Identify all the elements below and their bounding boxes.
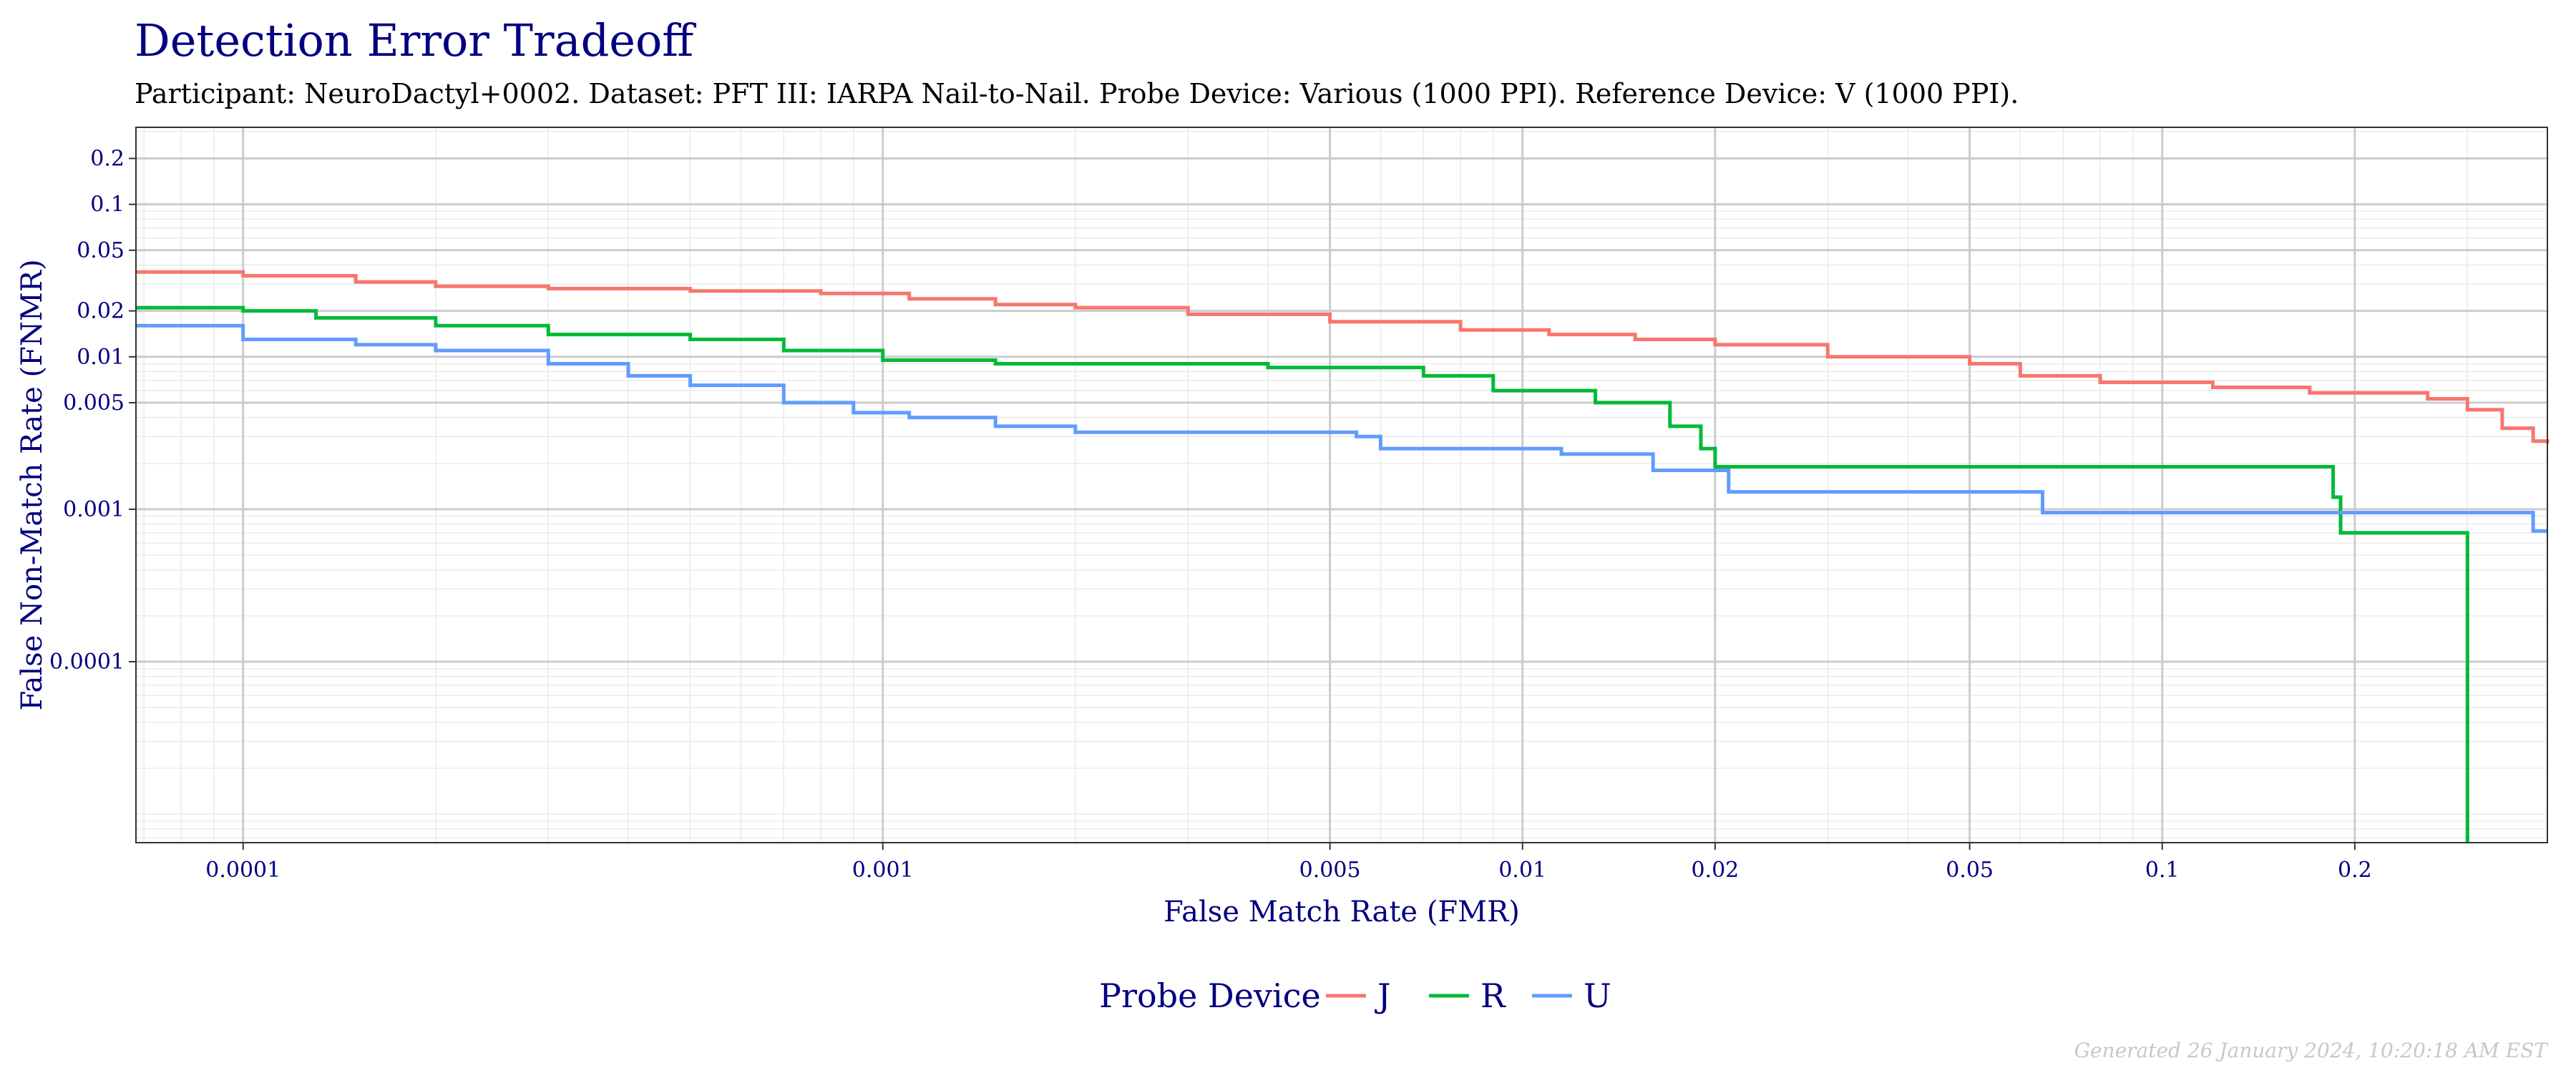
x-tick-label: 0.1 <box>2145 858 2180 883</box>
y-tick-label: 0.005 <box>63 391 125 416</box>
series-lines <box>136 270 2550 843</box>
legend-title: Probe Device <box>1099 976 1321 1015</box>
legend-label-r: R <box>1480 976 1506 1015</box>
y-tick-label: 0.02 <box>77 299 125 324</box>
x-tick-label: 0.01 <box>1498 858 1546 883</box>
y-axis-label: False Non-Match Rate (FNMR) <box>16 259 49 710</box>
x-tick-label: 0.05 <box>1946 858 1994 883</box>
x-tick-label: 0.001 <box>852 858 914 883</box>
y-tick-label: 0.01 <box>77 345 125 370</box>
minor-gridlines <box>136 127 2548 843</box>
y-tick-label: 0.05 <box>77 238 125 263</box>
plot-panel-border <box>135 127 2548 843</box>
legend-label-j: J <box>1375 976 1390 1015</box>
y-tick-label: 0.1 <box>90 192 125 217</box>
y-axis-ticks: 0.0001 0.001 0.005 0.01 0.02 0.05 0.1 0.2 <box>49 147 136 675</box>
x-tick-label: 0.005 <box>1299 858 1361 883</box>
y-tick-label: 0.2 <box>90 147 125 172</box>
x-tick-label: 0.0001 <box>205 858 280 883</box>
series-line-j <box>136 270 2550 444</box>
chart-title: Detection Error Tradeoff <box>135 14 696 67</box>
legend: Probe Device J R U <box>1099 976 1611 1015</box>
legend-label-u: U <box>1584 976 1611 1015</box>
series-line-r <box>136 305 2469 843</box>
x-tick-label: 0.2 <box>2338 858 2372 883</box>
major-gridlines <box>136 127 2547 843</box>
x-axis-ticks: 0.0001 0.001 0.005 0.01 0.02 0.05 0.1 0.2 <box>205 843 2372 883</box>
y-tick-label: 0.001 <box>63 497 125 522</box>
x-axis-label: False Match Rate (FMR) <box>1163 896 1520 929</box>
generated-timestamp: Generated 26 January 2024, 10:20:18 AM E… <box>2074 1039 2550 1062</box>
chart-subtitle: Participant: NeuroDactyl+0002. Dataset: … <box>135 78 2019 109</box>
x-tick-label: 0.02 <box>1691 858 1739 883</box>
series-line-u <box>136 323 2547 533</box>
y-tick-label: 0.0001 <box>49 650 125 675</box>
